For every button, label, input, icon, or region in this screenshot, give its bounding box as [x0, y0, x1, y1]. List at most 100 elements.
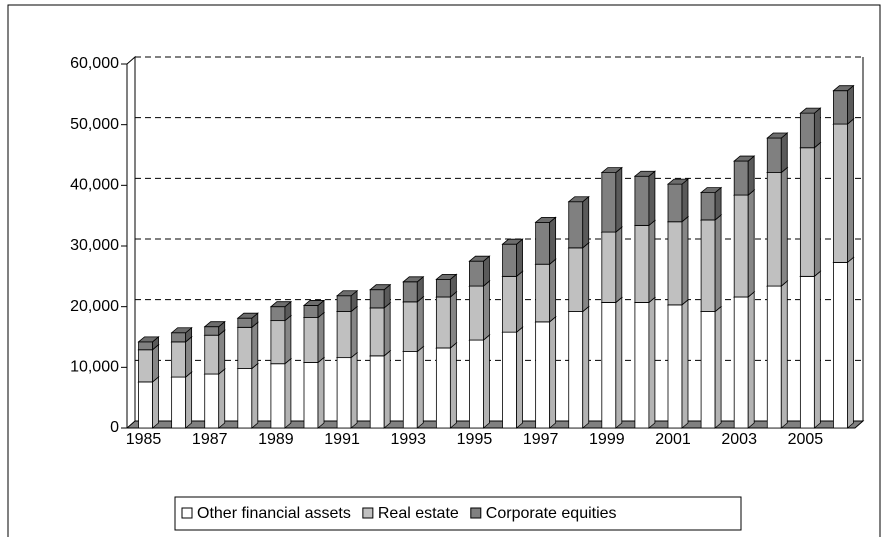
- bar-segment: [832, 84, 855, 125]
- bar-front: [469, 339, 484, 429]
- bar-side: [780, 132, 788, 174]
- bar-front: [435, 278, 451, 298]
- bar-segment: [799, 270, 822, 429]
- bar-front: [435, 296, 451, 349]
- y-tick-label: 10,000: [70, 359, 119, 376]
- bar-side: [582, 305, 590, 429]
- bar-top: [269, 301, 293, 308]
- bar-front: [535, 321, 551, 429]
- bar-top: [534, 216, 557, 223]
- bar-segment: [799, 107, 822, 149]
- bar-front: [402, 301, 418, 352]
- bar-top: [236, 312, 259, 319]
- bar-side: [152, 343, 159, 383]
- bar-side: [648, 296, 656, 429]
- bar-segment: [666, 298, 690, 429]
- y-tick-label: 40,000: [70, 177, 119, 194]
- bar-front: [568, 311, 584, 429]
- bar-segment: [633, 296, 657, 429]
- bar-side: [780, 166, 788, 287]
- bar-segment: [666, 215, 690, 306]
- x-tick-label: 1985: [126, 431, 162, 448]
- bar-front: [766, 172, 782, 287]
- bar-front: [171, 341, 187, 378]
- bar-segment: [733, 189, 756, 298]
- bar-side: [681, 215, 689, 306]
- bar-front: [369, 289, 385, 309]
- bar-segment: [435, 291, 458, 349]
- bar-side: [449, 342, 457, 429]
- bar-side: [251, 321, 259, 370]
- bar-front: [270, 320, 286, 365]
- bar-front: [601, 231, 617, 303]
- legend-swatch: [470, 507, 482, 519]
- bar-front: [237, 368, 253, 429]
- bar-front: [303, 362, 319, 429]
- x-tick-label: 1993: [390, 431, 426, 448]
- bar-segment: [335, 351, 359, 429]
- bar-segment: [699, 214, 723, 313]
- bar-front: [369, 307, 385, 357]
- bar-segment: [236, 362, 259, 429]
- bar-top: [567, 196, 590, 203]
- bar-side: [780, 280, 788, 429]
- bar-front: [502, 331, 517, 429]
- bar-front: [402, 281, 418, 303]
- bar-side: [747, 189, 755, 298]
- x-tick-label: 1989: [258, 431, 294, 448]
- legend: Other financial assets Real estate Corpora…: [174, 496, 742, 531]
- bar-side: [350, 351, 358, 429]
- bar-segment: [468, 255, 491, 287]
- y-tick-label: 0: [110, 419, 119, 436]
- bar-segment: [766, 280, 789, 429]
- bar-front: [138, 341, 153, 351]
- bar-front: [535, 263, 551, 323]
- bar-segment: [137, 335, 160, 351]
- bar-front: [634, 302, 650, 429]
- bar-front: [171, 376, 187, 429]
- bar-front: [435, 347, 451, 429]
- legend-swatch: [362, 507, 374, 519]
- bar-top: [666, 178, 690, 185]
- bar-side: [813, 141, 821, 278]
- bar-front: [369, 355, 385, 429]
- bar-side: [284, 314, 292, 365]
- bar-segment: [170, 326, 193, 343]
- bar-top: [302, 300, 326, 306]
- bar-segment: [567, 195, 590, 249]
- bar-top: [369, 284, 392, 291]
- bar-front: [336, 311, 352, 359]
- bar-side: [714, 305, 722, 429]
- bar-front: [833, 123, 848, 263]
- bar-segment: [203, 368, 226, 429]
- bar-front: [700, 311, 716, 429]
- bar-side: [218, 329, 226, 375]
- bar-front: [700, 192, 716, 221]
- bar-front: [568, 247, 584, 312]
- bar-front: [601, 172, 617, 233]
- bar-segment: [170, 335, 193, 378]
- bar-side: [185, 371, 193, 429]
- bar-front: [204, 326, 220, 336]
- bar-front: [568, 201, 584, 249]
- bar-segment: [468, 334, 491, 429]
- bar-side: [483, 280, 490, 341]
- legend-box: [174, 496, 742, 531]
- bar-segment: [799, 141, 822, 278]
- bar-segment: [600, 296, 623, 429]
- bar-front: [799, 147, 815, 277]
- bar-segment: [666, 178, 690, 223]
- bar-side: [582, 195, 590, 249]
- bar-segment: [501, 238, 524, 278]
- bar-segment: [699, 305, 723, 429]
- bar-front: [833, 261, 848, 429]
- bar-top: [203, 321, 226, 328]
- bar-segment: [501, 326, 524, 429]
- bar-segment: [766, 166, 789, 287]
- bar-top: [633, 170, 657, 177]
- bar-segment: [302, 299, 326, 319]
- bar-side: [582, 241, 590, 313]
- bar-front: [766, 137, 782, 173]
- bar-top: [832, 85, 855, 92]
- bar-side: [483, 334, 490, 429]
